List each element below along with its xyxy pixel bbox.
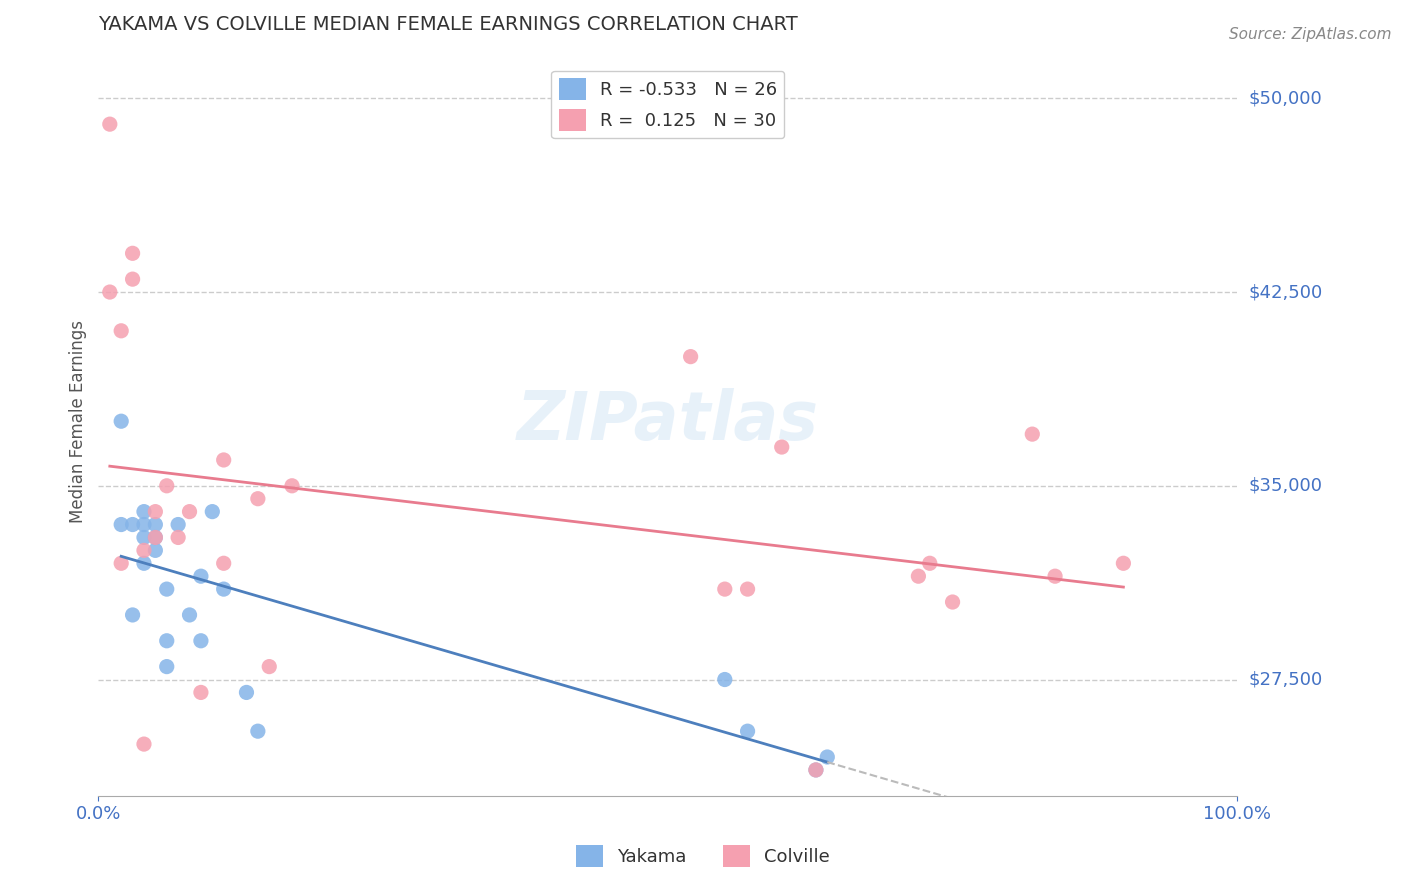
Text: $50,000: $50,000: [1249, 89, 1322, 107]
Point: [145, 531, 167, 545]
Point: [121, 272, 143, 286]
Point: [145, 531, 167, 545]
Point: [167, 531, 190, 545]
Point: [212, 582, 235, 596]
Point: [156, 633, 179, 648]
Point: [121, 607, 143, 622]
Point: [98, 285, 121, 299]
Text: $27,500: $27,500: [1249, 671, 1323, 689]
Text: $42,500: $42,500: [1249, 283, 1323, 301]
Point: [679, 350, 702, 364]
Point: [110, 517, 132, 532]
Point: [98, 117, 121, 131]
Point: [235, 685, 257, 699]
Text: YAKAMA VS COLVILLE MEDIAN FEMALE EARNINGS CORRELATION CHART: YAKAMA VS COLVILLE MEDIAN FEMALE EARNING…: [98, 15, 799, 34]
Text: Source: ZipAtlas.com: Source: ZipAtlas.com: [1229, 27, 1392, 42]
Point: [110, 414, 132, 428]
Point: [246, 724, 269, 739]
Point: [201, 505, 224, 519]
Point: [110, 556, 132, 570]
Point: [110, 324, 132, 338]
Point: [156, 479, 179, 493]
Point: [190, 569, 212, 583]
Point: [156, 582, 179, 596]
Point: [167, 517, 190, 532]
Point: [145, 543, 167, 558]
Point: [1021, 427, 1043, 442]
Point: [918, 556, 941, 570]
Point: [804, 763, 827, 777]
Point: [907, 569, 929, 583]
Point: [190, 633, 212, 648]
Legend: R = -0.533   N = 26, R =  0.125   N = 30: R = -0.533 N = 26, R = 0.125 N = 30: [551, 70, 785, 138]
Text: $35,000: $35,000: [1249, 477, 1323, 495]
Point: [737, 724, 759, 739]
Point: [132, 543, 155, 558]
Point: [1112, 556, 1135, 570]
Point: [156, 659, 179, 673]
Point: [737, 582, 759, 596]
Point: [714, 582, 737, 596]
Point: [281, 479, 304, 493]
Point: [246, 491, 269, 506]
Legend: Yakama, Colville: Yakama, Colville: [568, 838, 838, 874]
Point: [121, 246, 143, 260]
Point: [942, 595, 965, 609]
Y-axis label: Median Female Earnings: Median Female Earnings: [69, 319, 87, 523]
Point: [121, 517, 143, 532]
Point: [1043, 569, 1066, 583]
Point: [132, 505, 155, 519]
Point: [815, 750, 838, 764]
Text: ZIPatlas: ZIPatlas: [517, 388, 818, 454]
Point: [132, 737, 155, 751]
Point: [179, 505, 201, 519]
Point: [145, 505, 167, 519]
Point: [132, 517, 155, 532]
Point: [179, 607, 201, 622]
Point: [804, 763, 827, 777]
Point: [132, 556, 155, 570]
Point: [714, 673, 737, 687]
Point: [212, 453, 235, 467]
Point: [259, 659, 281, 673]
Point: [212, 556, 235, 570]
Point: [770, 440, 793, 454]
Point: [145, 517, 167, 532]
Point: [132, 531, 155, 545]
Point: [190, 685, 212, 699]
